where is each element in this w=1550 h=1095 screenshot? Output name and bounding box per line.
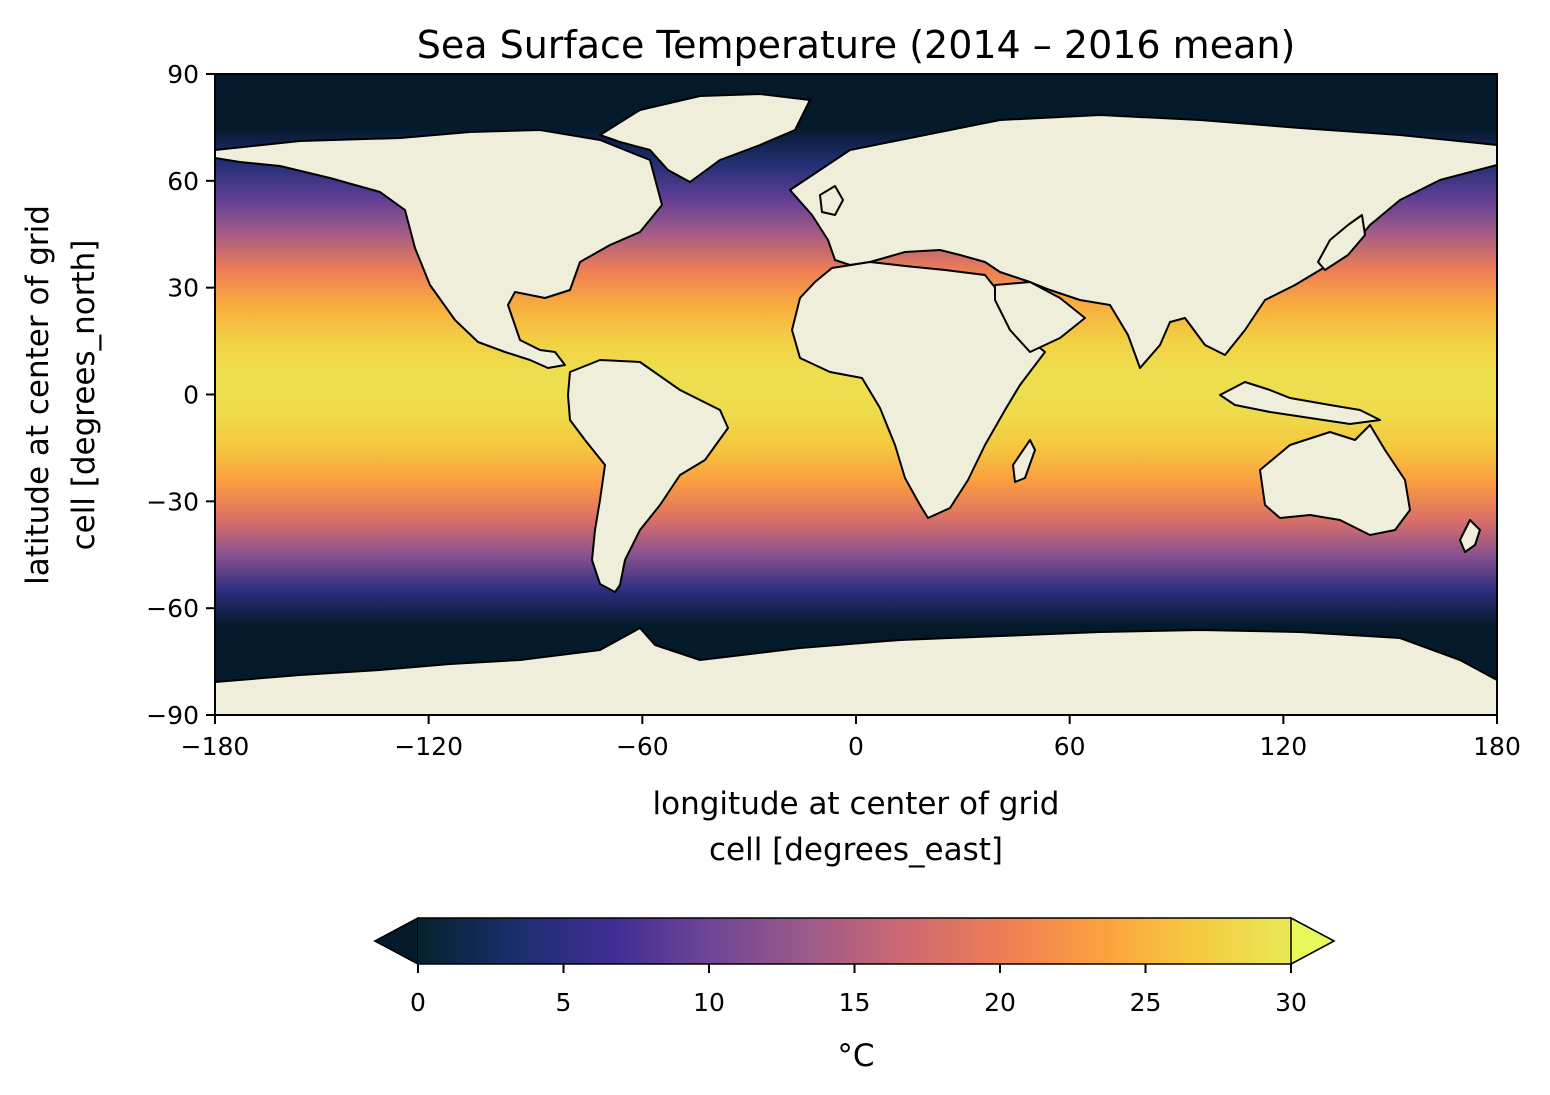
colorbar: 0 5 10 15 20 25 30 °C	[373, 916, 1336, 1074]
y-tick-label: −60	[146, 594, 199, 623]
colorbar-tick-label: 25	[1130, 988, 1162, 1017]
land-new-zealand	[1459, 519, 1481, 553]
colorbar-ticks: 0 5 10 15 20 25 30	[410, 964, 1307, 1017]
y-axis: 90 60 30 0 −30 −60 −90	[146, 60, 215, 730]
y-tick-label: 90	[167, 60, 199, 89]
land-north-america	[215, 129, 663, 369]
x-tick-label: −180	[181, 732, 250, 761]
land-south-america	[567, 359, 729, 593]
y-tick-label: 60	[167, 167, 199, 196]
map-axes	[215, 74, 1497, 715]
land-arabia	[994, 281, 1086, 353]
colorbar-extend-min	[373, 916, 419, 966]
x-tick-label: −60	[616, 732, 669, 761]
land-africa	[791, 261, 1046, 519]
colorbar-extend-max	[1290, 916, 1336, 966]
x-axis: −180 −120 −60 0 60 120 180	[181, 715, 1521, 761]
colorbar-tick-label: 5	[556, 988, 572, 1017]
land-uk	[819, 185, 844, 216]
land-australia	[1259, 424, 1411, 536]
map-frame	[214, 73, 1498, 716]
colorbar-tick-label: 10	[693, 988, 725, 1017]
y-axis-label-line2: cell [degrees_north]	[66, 240, 102, 551]
land-antarctica	[215, 627, 1497, 715]
y-tick-label: −90	[146, 701, 199, 730]
chart-title: Sea Surface Temperature (2014 – 2016 mea…	[417, 23, 1296, 67]
land-indonesia	[1219, 381, 1381, 425]
y-tick-label: 0	[183, 381, 199, 410]
x-tick-label: 120	[1259, 732, 1307, 761]
land-eurasia	[789, 114, 1497, 369]
y-tick-label: −30	[146, 487, 199, 516]
x-axis-label-line1: longitude at center of grid	[653, 786, 1060, 822]
colorbar-tick-label: 0	[410, 988, 426, 1017]
y-tick-label: 30	[167, 274, 199, 303]
land-madagascar	[1012, 439, 1036, 483]
x-tick-label: 60	[1054, 732, 1086, 761]
colorbar-tick-label: 15	[839, 988, 871, 1017]
land-greenland	[599, 93, 811, 183]
land-japan	[1317, 214, 1366, 271]
x-tick-label: 180	[1473, 732, 1521, 761]
land-masses	[215, 93, 1497, 715]
colorbar-label: °C	[837, 1038, 874, 1074]
colorbar-tick-label: 30	[1275, 988, 1307, 1017]
y-axis-label-line1: latitude at center of grid	[20, 205, 56, 585]
x-tick-label: −120	[394, 732, 463, 761]
x-axis-label-line2: cell [degrees_east]	[709, 832, 1003, 868]
colorbar-tick-label: 20	[984, 988, 1016, 1017]
x-tick-label: 0	[848, 732, 864, 761]
colorbar-body	[418, 918, 1291, 964]
